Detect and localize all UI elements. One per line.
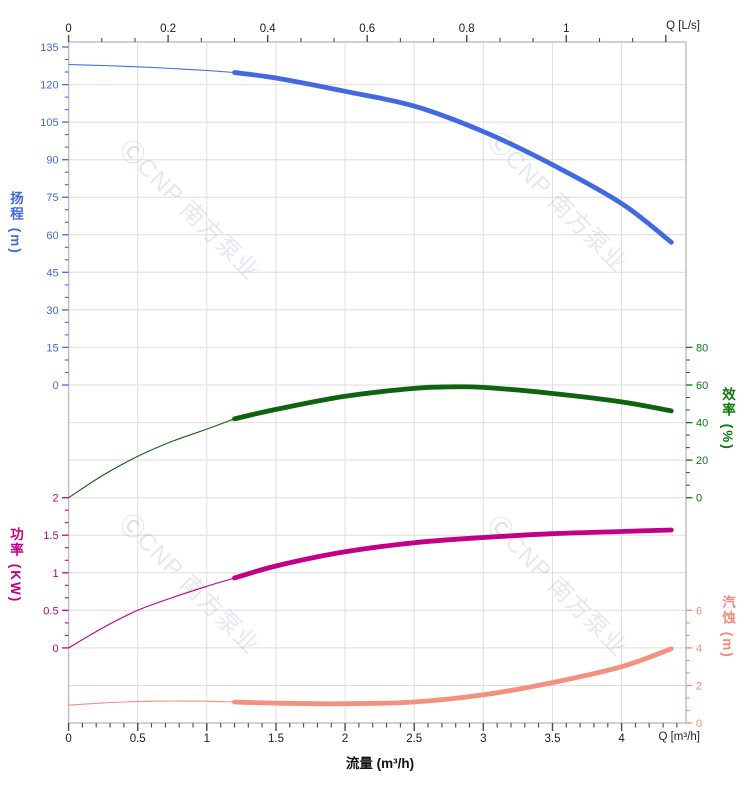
bottom-axis-unit-label: Q [m³/h] <box>658 731 700 743</box>
svg-text:4: 4 <box>618 733 625 745</box>
axis-x-top: 0 0.2 0.4 0.6 0.8 1 <box>65 23 667 42</box>
svg-text:1: 1 <box>204 733 210 745</box>
svg-text:1: 1 <box>563 23 569 35</box>
svg-text:3.5: 3.5 <box>545 733 561 745</box>
svg-text:0.8: 0.8 <box>459 23 475 35</box>
svg-text:90: 90 <box>46 155 58 167</box>
gridlines <box>68 42 686 723</box>
curve-power <box>68 527 674 649</box>
axis-npsh: 6 4 2 0 <box>686 605 702 730</box>
svg-text:6: 6 <box>696 605 702 617</box>
watermark: ⒸCNP 南方泵业 <box>482 127 633 278</box>
axis-head: 135 120 105 90 75 60 45 30 15 0 <box>40 42 69 392</box>
svg-text:0.5: 0.5 <box>43 605 58 617</box>
svg-text:0: 0 <box>52 380 58 392</box>
svg-text:0.5: 0.5 <box>130 733 146 745</box>
svg-text:0.4: 0.4 <box>260 23 277 35</box>
svg-text:120: 120 <box>40 80 58 92</box>
head-axis-title: 扬程 (m) <box>8 191 23 255</box>
svg-text:4: 4 <box>696 643 702 655</box>
curve-head <box>68 63 674 245</box>
svg-text:2: 2 <box>696 681 702 693</box>
svg-text:0.2: 0.2 <box>160 23 176 35</box>
watermark: ⒸCNP 南方泵业 <box>114 509 265 660</box>
svg-text:0: 0 <box>696 493 702 505</box>
x-axis-title: 流量 (m³/h) <box>345 756 415 771</box>
svg-text:0: 0 <box>65 733 71 745</box>
svg-text:0: 0 <box>696 718 702 730</box>
svg-text:75: 75 <box>46 192 58 204</box>
svg-text:30: 30 <box>46 305 58 317</box>
svg-text:2.5: 2.5 <box>406 733 422 745</box>
efficiency-axis-title: 效率 (%) <box>720 387 735 451</box>
axis-power: 2 1.5 1 0.5 0 <box>43 493 69 655</box>
svg-text:0: 0 <box>65 23 71 35</box>
axis-x-bottom: 0 0.5 1 1.5 2 2.5 3 3.5 4 <box>65 723 678 745</box>
watermark: ⒸCNP 南方泵业 <box>114 135 265 286</box>
svg-text:40: 40 <box>696 418 708 430</box>
power-axis-title: 功率 (KW) <box>8 527 23 604</box>
svg-text:0.6: 0.6 <box>359 23 375 35</box>
svg-text:2: 2 <box>342 733 348 745</box>
svg-text:15: 15 <box>46 342 58 354</box>
axis-efficiency: 80 60 40 20 0 <box>686 342 708 505</box>
top-axis-unit-label: Q [L/s] <box>666 20 700 32</box>
svg-text:3: 3 <box>480 733 486 745</box>
svg-text:1.5: 1.5 <box>43 530 58 542</box>
svg-text:2: 2 <box>52 493 58 505</box>
svg-text:60: 60 <box>696 380 708 392</box>
npsh-axis-title: 汽蚀 (m) <box>720 595 735 659</box>
svg-text:1: 1 <box>52 568 58 580</box>
plot-frame <box>67 41 687 724</box>
svg-text:135: 135 <box>40 42 58 54</box>
svg-text:20: 20 <box>696 455 708 467</box>
svg-text:60: 60 <box>46 230 58 242</box>
svg-text:45: 45 <box>46 267 58 279</box>
curve-npsh <box>68 646 674 707</box>
svg-text:105: 105 <box>40 117 58 129</box>
svg-text:1.5: 1.5 <box>268 733 284 745</box>
curve-efficiency <box>68 384 674 499</box>
svg-text:80: 80 <box>696 342 708 354</box>
svg-text:0: 0 <box>52 643 58 655</box>
